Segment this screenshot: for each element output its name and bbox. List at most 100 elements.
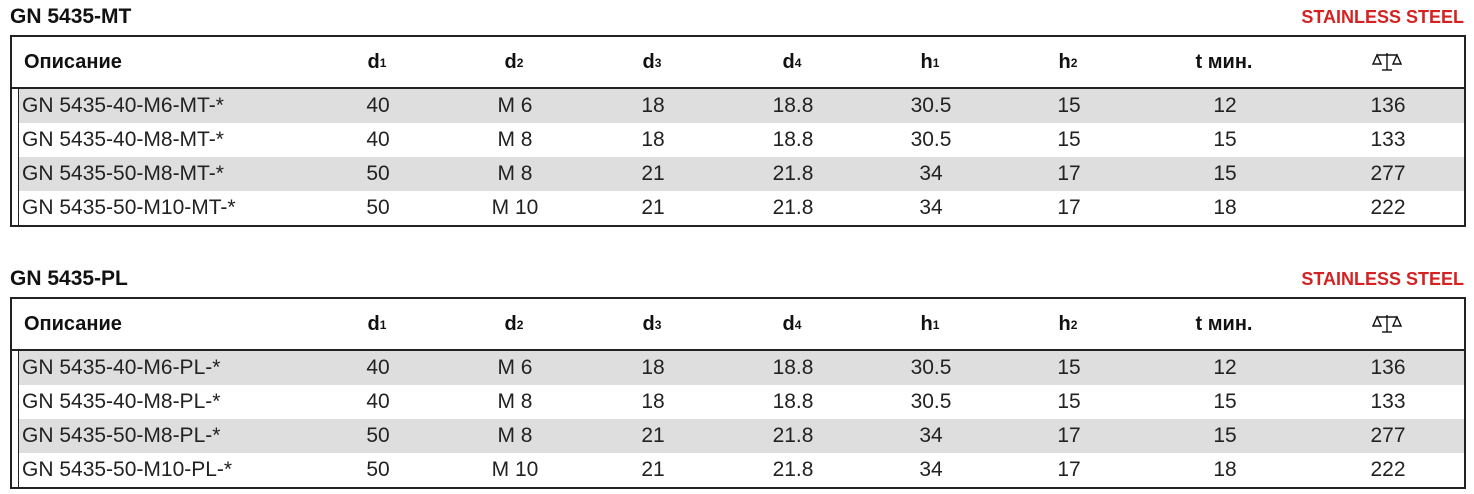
table-cell: M 10 bbox=[491, 196, 539, 219]
header-text: Описание bbox=[24, 50, 122, 73]
table-cell: 18 bbox=[641, 128, 665, 151]
table-cell: 277 bbox=[1370, 424, 1406, 447]
table-cell: 34 bbox=[919, 196, 943, 219]
table-title: GN 5435-PL bbox=[10, 267, 128, 290]
table-cell: 12 bbox=[1213, 356, 1237, 379]
header-subscript: 2 bbox=[1070, 56, 1078, 70]
table-cell: 18 bbox=[641, 94, 665, 117]
weight-icon bbox=[1372, 315, 1402, 333]
table-row: GN 5435-40-M6-PL-* 40 M 6 18 18.8 30.5 15 12 136 bbox=[18, 351, 1464, 385]
material-label: STAINLESS STEEL bbox=[1301, 269, 1464, 289]
header-row: Описание d 1 d 2 d 3 d 4 h 1 h 2 t мин. bbox=[12, 299, 1464, 351]
header-cell: t мин. bbox=[1159, 37, 1289, 87]
table-cell: M 10 bbox=[491, 458, 539, 481]
table-cell: 21.8 bbox=[772, 458, 814, 481]
table-cell: M 6 bbox=[497, 94, 533, 117]
table-cell: 40 bbox=[366, 356, 390, 379]
table-cell: 50 bbox=[366, 162, 390, 185]
header-text: t мин. bbox=[1195, 312, 1253, 335]
header-text: h bbox=[920, 50, 933, 73]
table-row: GN 5435-50-M10-PL-* 50 M 10 21 21.8 34 17 18 222 bbox=[18, 453, 1464, 487]
table-cell: GN 5435-40-M6-MT-* bbox=[22, 94, 224, 117]
header-cell bbox=[1322, 37, 1452, 87]
header-text: d bbox=[642, 50, 655, 73]
table-cell: 15 bbox=[1213, 390, 1237, 413]
header-row: Описание d 1 d 2 d 3 d 4 h 1 h 2 t мин. bbox=[12, 37, 1464, 89]
table-cell: 17 bbox=[1057, 424, 1081, 447]
table-cell: 30.5 bbox=[910, 356, 952, 379]
header-text: h bbox=[920, 312, 933, 335]
header-subscript: 4 bbox=[794, 318, 802, 332]
table-cell: 18.8 bbox=[772, 128, 814, 151]
table-cell: GN 5435-50-M10-MT-* bbox=[22, 196, 236, 219]
table-row: GN 5435-40-M8-MT-* 40 M 8 18 18.8 30.5 15 15 133 bbox=[18, 123, 1464, 157]
table-cell: GN 5435-50-M10-PL-* bbox=[22, 458, 233, 481]
header-text: d bbox=[782, 50, 795, 73]
table-cell: 15 bbox=[1057, 356, 1081, 379]
table-cell: 21 bbox=[641, 458, 665, 481]
table-cell: 15 bbox=[1213, 162, 1237, 185]
table-cell: 40 bbox=[366, 128, 390, 151]
header-text: Описание bbox=[24, 312, 122, 335]
header-cell: t мин. bbox=[1159, 299, 1289, 349]
table-cell: 18.8 bbox=[772, 390, 814, 413]
table-cell: 17 bbox=[1057, 458, 1081, 481]
table-cell: 15 bbox=[1057, 128, 1081, 151]
header-subscript: 1 bbox=[379, 318, 387, 332]
table-cell: 136 bbox=[1370, 94, 1406, 117]
table-cell: 133 bbox=[1370, 390, 1406, 413]
table-cell: 21.8 bbox=[772, 196, 814, 219]
table-cell: 222 bbox=[1370, 458, 1406, 481]
header-subscript: 1 bbox=[932, 56, 940, 70]
table-row: GN 5435-50-M8-MT-* 50 M 8 21 21.8 34 17 15 277 bbox=[18, 157, 1464, 191]
table-title: GN 5435-MT bbox=[10, 5, 132, 28]
table-cell: 50 bbox=[366, 424, 390, 447]
table-cell: GN 5435-40-M8-PL-* bbox=[22, 390, 221, 413]
table-cell: 50 bbox=[366, 196, 390, 219]
header-subscript: 3 bbox=[654, 318, 662, 332]
table-cell: 17 bbox=[1057, 162, 1081, 185]
header-text: d bbox=[367, 50, 380, 73]
material-label: STAINLESS STEEL bbox=[1301, 7, 1464, 27]
header-subscript: 2 bbox=[516, 56, 524, 70]
table-cell: 18 bbox=[1213, 458, 1237, 481]
table-cell: 21 bbox=[641, 196, 665, 219]
header-text: d bbox=[782, 312, 795, 335]
table-cell: 18.8 bbox=[772, 356, 814, 379]
header-text: d bbox=[367, 312, 380, 335]
header-subscript: 1 bbox=[932, 318, 940, 332]
header-subscript: 2 bbox=[516, 318, 524, 332]
table-cell: 21 bbox=[641, 424, 665, 447]
table-cell: 136 bbox=[1370, 356, 1406, 379]
table-cell: 17 bbox=[1057, 196, 1081, 219]
table-row: GN 5435-50-M8-PL-* 50 M 8 21 21.8 34 17 15 277 bbox=[18, 419, 1464, 453]
table-cell: 34 bbox=[919, 458, 943, 481]
table-cell: M 8 bbox=[497, 162, 533, 185]
table-cell: 15 bbox=[1057, 94, 1081, 117]
table-cell: 34 bbox=[919, 162, 943, 185]
header-subscript: 2 bbox=[1070, 318, 1078, 332]
table-cell: 15 bbox=[1213, 128, 1237, 151]
header-subscript: 4 bbox=[794, 56, 802, 70]
table-cell: 21 bbox=[641, 162, 665, 185]
table-cell: 133 bbox=[1370, 128, 1406, 151]
table-cell: GN 5435-50-M8-MT-* bbox=[22, 162, 224, 185]
header-cell: Описание bbox=[24, 37, 122, 87]
table-row: GN 5435-50-M10-MT-* 50 M 10 21 21.8 34 17 18 222 bbox=[18, 191, 1464, 225]
table-cell: 21.8 bbox=[772, 424, 814, 447]
header-cell bbox=[1322, 299, 1452, 349]
table-cell: 21.8 bbox=[772, 162, 814, 185]
table-cell: 34 bbox=[919, 424, 943, 447]
table-cell: 222 bbox=[1370, 196, 1406, 219]
table-cell: 40 bbox=[366, 94, 390, 117]
weight-icon bbox=[1372, 53, 1402, 71]
